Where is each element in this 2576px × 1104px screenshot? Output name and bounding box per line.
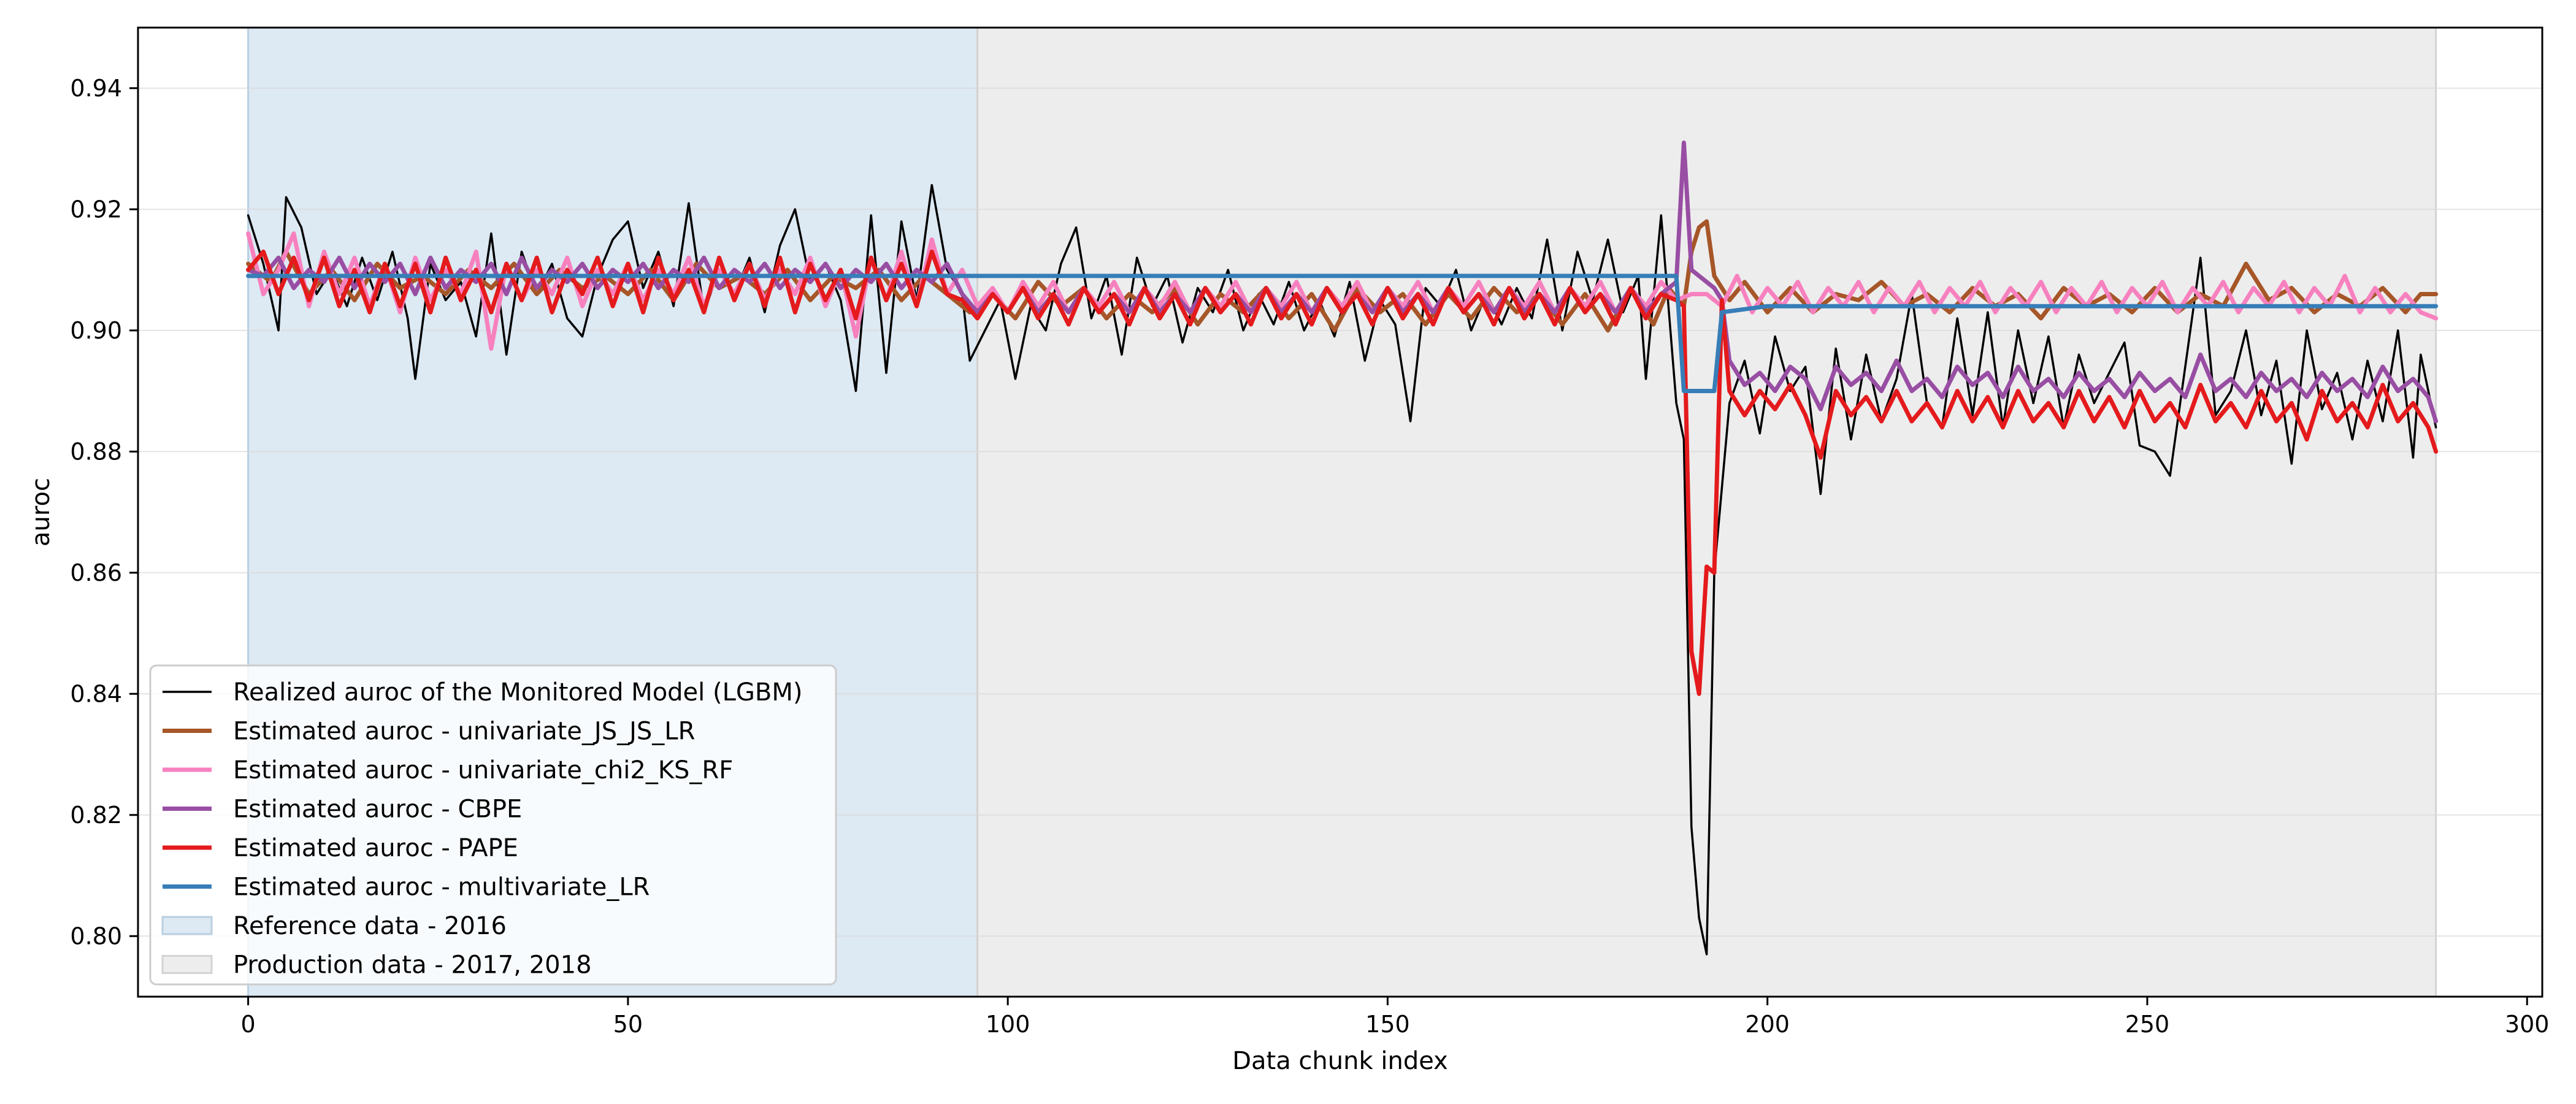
y-tick-label: 0.82	[70, 802, 122, 829]
series-line-0	[247, 183, 2437, 956]
y-tick-label: 0.90	[70, 317, 122, 344]
series-line-2	[246, 231, 2439, 351]
legend-label-3: Estimated auroc - CBPE	[233, 795, 522, 824]
y-tick-label: 0.94	[70, 75, 122, 102]
series-lines	[246, 140, 2439, 956]
x-axis-ticks: 0 50 100 150 200 250 300	[240, 997, 2549, 1038]
legend-label-2: Estimated auroc - univariate_chi2_KS_RF	[233, 756, 733, 784]
y-tick-label: 0.92	[70, 196, 122, 223]
x-tick-label: 200	[1745, 1011, 1790, 1038]
legend-label-6: Reference data - 2016	[233, 912, 507, 940]
legend-label-4: Estimated auroc - PAPE	[233, 834, 518, 862]
x-tick-label: 300	[2505, 1011, 2550, 1038]
y-tick-label: 0.88	[70, 438, 122, 465]
legend-label-0: Realized auroc of the Monitored Model (L…	[233, 678, 802, 707]
legend-swatch-6	[161, 916, 213, 935]
shaded-regions	[247, 26, 2437, 998]
legend-swatch-7	[161, 955, 213, 974]
x-tick-label: 250	[2125, 1011, 2170, 1038]
x-tick-label: 100	[986, 1011, 1030, 1038]
y-axis-ticks: 0.80 0.82 0.84 0.86 0.88 0.90 0.92 0.94	[70, 75, 138, 949]
legend-box	[149, 664, 837, 986]
x-tick-label: 0	[240, 1011, 255, 1038]
x-tick-label: 150	[1365, 1011, 1410, 1038]
plot-frame	[137, 26, 2543, 998]
region-production	[976, 26, 2437, 998]
series-line-5	[246, 274, 2439, 393]
legend-label-7: Production data - 2017, 2018	[233, 951, 592, 979]
y-tick-label: 0.84	[70, 680, 122, 707]
legend-label-1: Estimated auroc - univariate_JS_JS_LR	[233, 718, 695, 746]
y-axis-title: auroc	[27, 478, 55, 546]
legend: Realized auroc of the Monitored Model (L…	[149, 664, 837, 986]
x-axis-title: Data chunk index	[1232, 1047, 1448, 1075]
y-tick-label: 0.80	[70, 922, 122, 949]
y-tick-label: 0.86	[70, 559, 122, 586]
legend-label-5: Estimated auroc - multivariate_LR	[233, 873, 650, 902]
x-tick-label: 50	[613, 1011, 643, 1038]
